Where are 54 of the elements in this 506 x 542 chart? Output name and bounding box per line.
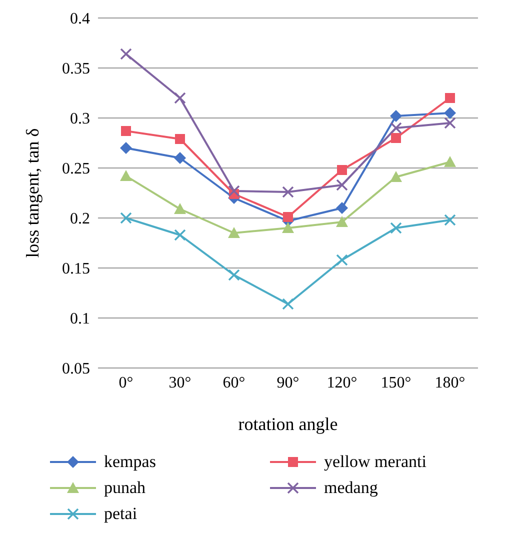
point (390, 171, 402, 182)
point (174, 152, 186, 164)
point (120, 170, 132, 181)
x-tick-label: 30° (168, 374, 192, 392)
point (121, 126, 131, 136)
point (444, 117, 456, 129)
x-tick-label: 60° (222, 374, 246, 392)
point (174, 92, 186, 104)
point (444, 156, 456, 167)
point (390, 110, 402, 122)
point (120, 48, 132, 60)
x-tick-label: 120° (326, 374, 358, 392)
x-tick-label: 180° (434, 374, 466, 392)
point (282, 222, 294, 233)
y-tick-label: 0.1 (70, 310, 90, 328)
y-tick-label: 0.05 (62, 360, 90, 378)
point (444, 214, 456, 226)
point (282, 186, 294, 198)
y-tick-label: 0.3 (70, 110, 90, 128)
point (120, 212, 132, 224)
point (336, 216, 348, 227)
x-tick-label: 90° (276, 374, 300, 392)
point (336, 254, 348, 266)
x-tick-label: 0° (118, 374, 134, 392)
legend-label: punah (104, 478, 146, 498)
point (337, 165, 347, 175)
y-tick-label: 0.15 (62, 260, 90, 278)
point (336, 179, 348, 191)
legend-label: kempas (104, 452, 156, 472)
point (445, 93, 455, 103)
point (228, 227, 240, 238)
point (175, 134, 185, 144)
legend-label: medang (324, 478, 378, 498)
point (391, 133, 401, 143)
point (120, 142, 132, 154)
point (283, 212, 293, 222)
x-tick-label: 150° (380, 374, 412, 392)
x-axis-title: rotation angle (238, 414, 338, 434)
y-tick-label: 0.25 (62, 160, 90, 178)
y-tick-label: 0.4 (70, 10, 90, 28)
point (390, 122, 402, 134)
point (390, 222, 402, 234)
point (174, 229, 186, 241)
legend-label: yellow meranti (324, 452, 426, 472)
point (282, 298, 294, 310)
y-axis-title: loss tangent, tan δ (22, 128, 42, 258)
point (228, 185, 240, 197)
point (228, 269, 240, 281)
point (174, 203, 186, 214)
legend-label: petai (104, 504, 138, 524)
point (336, 202, 348, 214)
y-tick-label: 0.35 (62, 60, 90, 78)
y-tick-label: 0.2 (70, 210, 90, 228)
point (444, 107, 456, 119)
